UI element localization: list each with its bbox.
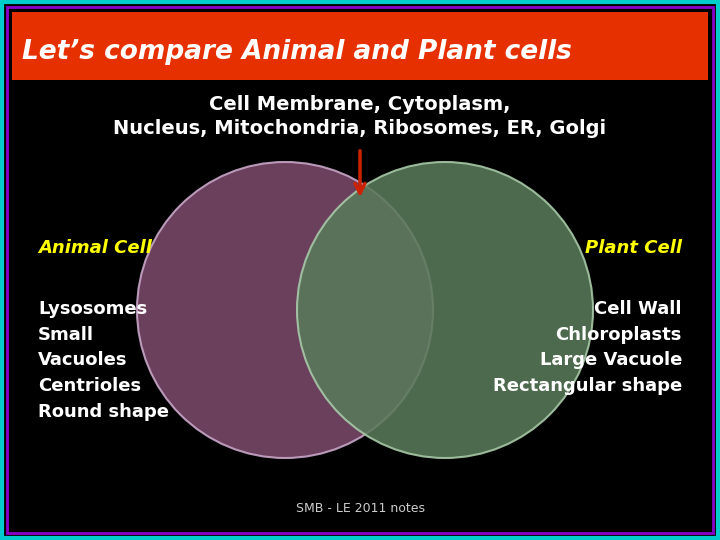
Bar [12,12,708,80]
Text: Let’s compare Animal and Plant cells: Let’s compare Animal and Plant cells [22,39,572,65]
Circle shape [297,162,593,458]
Text: Cell Wall
Chloroplasts
Large Vacuole
Rectangular shape: Cell Wall Chloroplasts Large Vacuole Rec… [492,300,682,395]
Text: Cell Membrane, Cytoplasm,: Cell Membrane, Cytoplasm, [210,96,510,114]
Text: SMB - LE 2011 notes: SMB - LE 2011 notes [295,502,425,515]
Text: Plant Cell: Plant Cell [585,239,682,257]
Circle shape [137,162,433,458]
Text: Animal Cell: Animal Cell [38,239,152,257]
Text: Lysosomes
Small
Vacuoles
Centrioles
Round shape: Lysosomes Small Vacuoles Centrioles Roun… [38,300,169,421]
Text: Nucleus, Mitochondria, Ribosomes, ER, Golgi: Nucleus, Mitochondria, Ribosomes, ER, Go… [114,118,606,138]
